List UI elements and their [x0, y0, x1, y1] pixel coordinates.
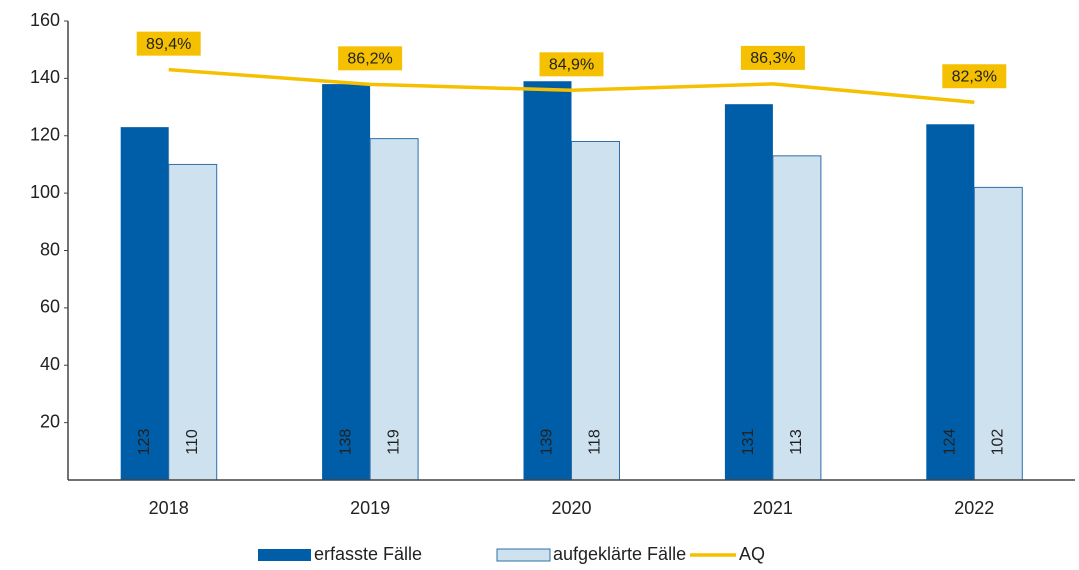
legend-label: aufgeklärte Fälle [553, 544, 686, 564]
x-tick-label: 2022 [954, 498, 994, 518]
bar [926, 124, 975, 481]
data-label: 89,4% [146, 36, 191, 53]
y-tick-label: 80 [40, 239, 60, 259]
data-label-box [942, 64, 1007, 89]
bar [120, 127, 169, 481]
legend-label: AQ [739, 544, 765, 564]
y-tick-label: 120 [30, 125, 60, 145]
bar [322, 84, 371, 481]
x-tick-label: 2019 [350, 498, 390, 518]
data-label: 84,9% [549, 57, 594, 74]
bar [523, 81, 572, 481]
bar-value-label: 113 [788, 429, 805, 455]
y-tick-label: 140 [30, 67, 60, 87]
data-label: 86,2% [347, 51, 392, 68]
bar [724, 104, 773, 480]
legend-swatch [496, 548, 551, 562]
bar [369, 138, 419, 481]
line [168, 67, 975, 104]
bar [168, 163, 218, 481]
bar-value-label: 123 [136, 429, 153, 456]
data-label-box [136, 31, 201, 56]
bar-value-label: 118 [587, 429, 604, 455]
legend-label: erfasste Fälle [314, 544, 422, 564]
y-tick-label: 20 [40, 411, 60, 431]
bar-value-label: 131 [740, 429, 757, 456]
data-label-box [338, 46, 403, 71]
data-label: 86,3% [750, 50, 795, 67]
bar-value-label: 110 [184, 429, 201, 455]
data-label-box [740, 45, 805, 70]
y-tick-label: 100 [30, 182, 60, 202]
x-tick-label: 2018 [149, 498, 189, 518]
data-label-box [539, 52, 604, 77]
bar-value-label: 139 [539, 429, 556, 456]
data-label: 82,3% [952, 68, 997, 85]
legend-swatch [258, 549, 311, 561]
x-tick-label: 2020 [551, 498, 591, 518]
y-tick-label: 40 [40, 354, 60, 374]
bar-value-label: 119 [385, 429, 402, 455]
y-tick-label: 160 [30, 10, 60, 30]
y-tick-label: 60 [40, 297, 60, 317]
bar-value-label: 138 [337, 429, 354, 456]
bar-value-label: 102 [990, 429, 1007, 456]
bar-value-label: 124 [942, 429, 959, 456]
bar [571, 140, 620, 481]
x-tick-label: 2021 [753, 498, 793, 518]
